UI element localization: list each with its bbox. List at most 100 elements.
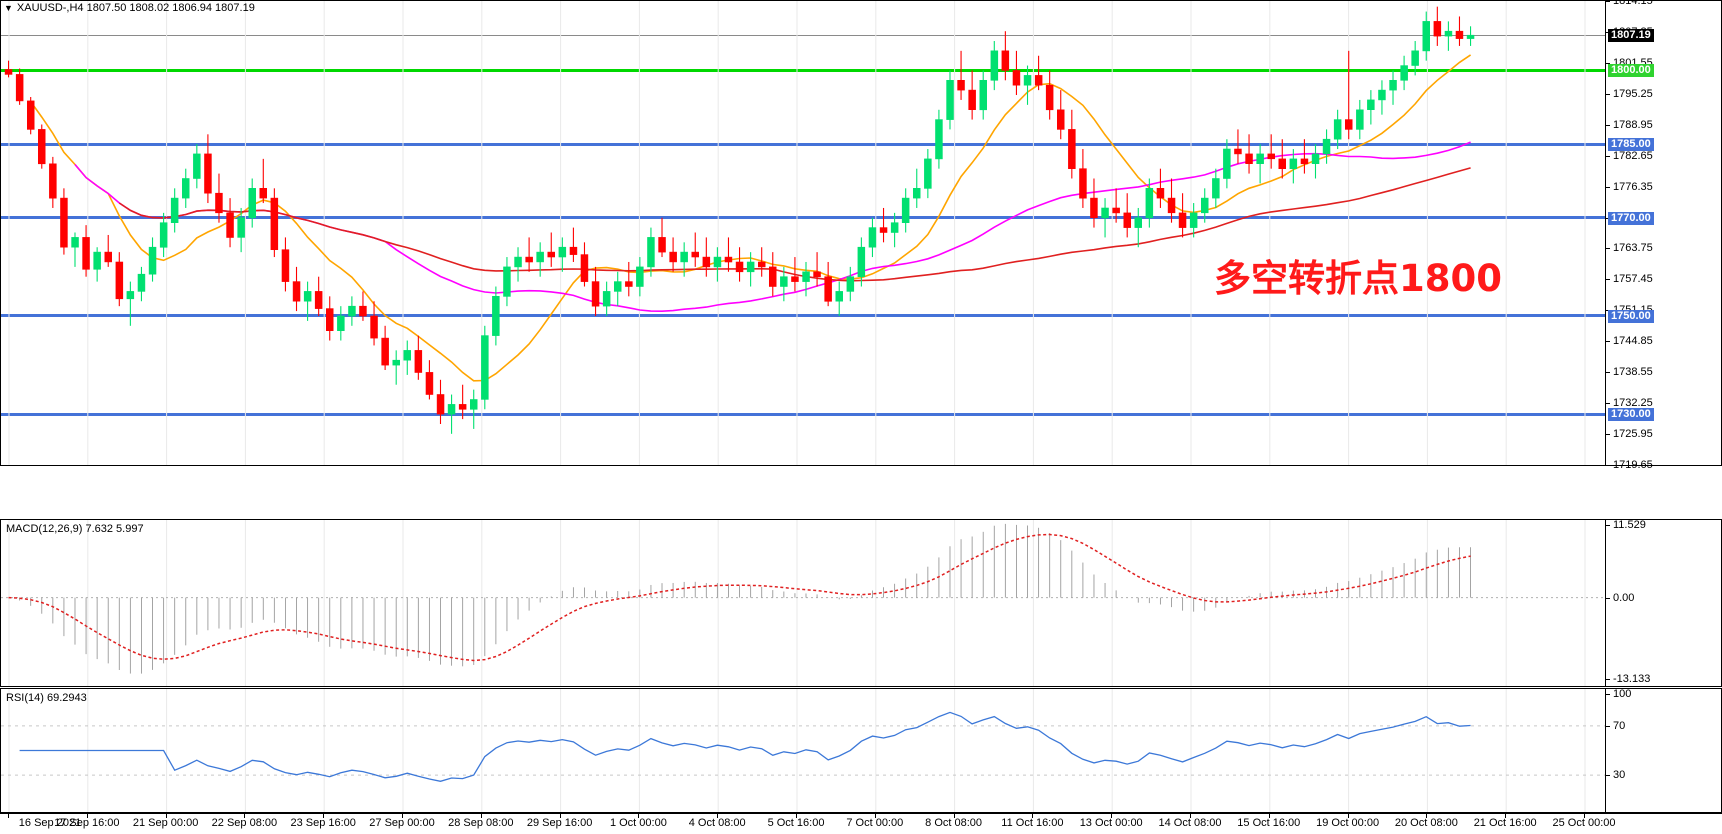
candle	[503, 257, 511, 307]
candle	[1466, 26, 1475, 46]
candle	[1234, 129, 1242, 164]
price-tick: 1801.55	[1606, 57, 1653, 69]
candle	[93, 247, 101, 282]
caret-down-icon[interactable]: ▼	[4, 3, 13, 13]
time-axis-tick	[874, 814, 876, 818]
price-badge-1785.00[interactable]: 1785.00	[1608, 138, 1654, 152]
symbol-header[interactable]: ▼ XAUUSD-,H4 1807.50 1808.02 1806.94 1807…	[4, 2, 255, 14]
candle	[170, 188, 179, 233]
level-1800[interactable]	[1, 68, 1605, 72]
level-1770[interactable]	[1, 216, 1605, 220]
candle	[1112, 188, 1120, 223]
time-axis-label: 25 Oct 00:00	[1552, 817, 1616, 829]
candle	[49, 156, 57, 208]
candle	[193, 144, 201, 189]
price-badge-1800.00[interactable]: 1800.00	[1608, 64, 1654, 78]
time-axis-label: 20 Oct 08:00	[1394, 817, 1458, 829]
candle	[414, 335, 423, 380]
candle	[835, 281, 843, 316]
candle	[82, 225, 90, 277]
rsi-plot-area[interactable]	[1, 689, 1605, 812]
candle	[237, 207, 245, 253]
time-axis-label: 22 Sep 08:00	[211, 817, 278, 829]
candle	[259, 158, 267, 204]
level-1785[interactable]	[1, 142, 1605, 146]
candle	[912, 168, 921, 208]
candle	[946, 70, 954, 130]
candle	[481, 325, 489, 410]
candle	[425, 360, 434, 400]
candle	[879, 207, 888, 243]
candle	[757, 247, 766, 277]
candle	[746, 252, 755, 287]
price-tick: 1763.75	[1606, 243, 1653, 254]
time-axis-tick	[480, 814, 482, 818]
candle	[979, 70, 987, 120]
price-tick: 1738.55	[1606, 367, 1653, 378]
time-axis-tick	[86, 814, 88, 818]
price-badge-1770.00[interactable]: 1770.00	[1608, 211, 1654, 225]
candle	[724, 237, 733, 272]
candle	[248, 178, 257, 228]
time-axis-label: 23 Sep 16:00	[290, 817, 356, 829]
candle	[469, 389, 478, 429]
candle	[1101, 198, 1109, 238]
time-axis-tick	[1584, 814, 1585, 818]
candle	[890, 212, 899, 248]
candle	[126, 281, 135, 326]
candle	[602, 281, 611, 316]
candle	[1068, 109, 1076, 179]
candle	[15, 68, 24, 105]
macd-panel[interactable]: 11.529 0.00 -13.133 MACD(12,26,9) 7.632 5.…	[0, 519, 1722, 687]
candle	[857, 237, 866, 287]
current-price-line[interactable]	[1, 34, 1605, 36]
rsi-panel[interactable]: 100 70 30 RSI(14) 69.2943	[0, 688, 1722, 813]
candle	[558, 237, 567, 272]
time-axis-tick	[1190, 814, 1191, 818]
time-axis-label: 11 Oct 16:00	[1001, 817, 1064, 829]
candle	[901, 188, 910, 233]
candle	[392, 350, 400, 385]
time-axis-tick	[244, 814, 246, 818]
price-chart-panel[interactable]: 1814.151807.851801.551795.251788.951782.…	[0, 0, 1722, 471]
candle	[613, 271, 622, 307]
candle	[868, 217, 877, 258]
price-axis[interactable]: 1814.151807.851801.551795.251788.951782.…	[1605, 0, 1721, 471]
candle	[359, 291, 367, 321]
candle	[525, 237, 533, 272]
candle	[1278, 139, 1287, 179]
candle	[625, 261, 633, 297]
time-axis-label: 19 Oct 00:00	[1316, 817, 1380, 829]
candle	[591, 266, 600, 316]
candle	[137, 266, 146, 302]
rsi-tick: 30	[1606, 770, 1625, 781]
candle	[846, 266, 855, 302]
level-1730[interactable]	[1, 412, 1605, 416]
symbol-ohlc-text: XAUUSD-,H4 1807.50 1808.02 1806.94 1807.…	[16, 2, 255, 14]
candle	[1256, 144, 1264, 184]
candle	[669, 237, 677, 272]
time-axis-tick	[1505, 814, 1507, 818]
macd-label: MACD(12,26,9) 7.632 5.997	[6, 523, 144, 535]
candle	[60, 188, 68, 255]
candle	[580, 242, 589, 287]
candle	[226, 198, 234, 248]
rsi-line	[19, 711, 1471, 782]
candle	[1345, 50, 1353, 140]
ma-fast-line	[30, 54, 1472, 382]
level-1750[interactable]	[1, 314, 1605, 318]
macd-tick: -13.133	[1606, 674, 1650, 685]
price-badge-1750.00[interactable]: 1750.00	[1608, 309, 1654, 323]
candle	[447, 394, 456, 434]
candle	[270, 188, 279, 258]
macd-plot-area[interactable]	[1, 520, 1605, 686]
time-axis-label: 21 Oct 16:00	[1473, 817, 1537, 829]
time-axis-tick	[323, 814, 325, 818]
price-badge-1807.19[interactable]: 1807.19	[1608, 29, 1654, 43]
candle	[514, 247, 522, 282]
time-axis[interactable]: 16 Sep 2021 17 Sep 16:00 21 Sep 00:00 22 Se…	[0, 813, 1722, 834]
price-badge-1730.00[interactable]: 1730.00	[1608, 408, 1654, 422]
price-svg	[4, 1, 1586, 465]
price-plot-area[interactable]	[1, 1, 1605, 465]
